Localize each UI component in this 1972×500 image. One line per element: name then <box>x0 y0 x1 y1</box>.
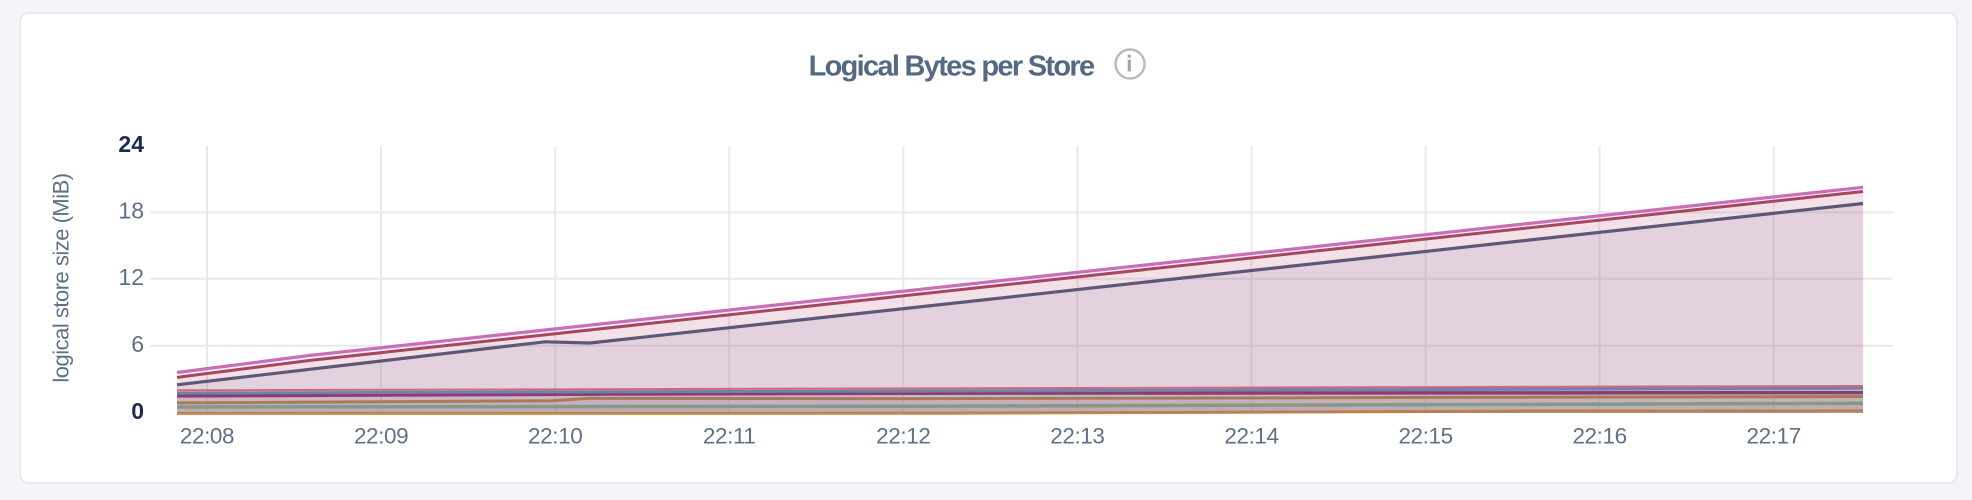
svg-text:logical store size (MiB): logical store size (MiB) <box>49 173 74 382</box>
svg-text:24: 24 <box>118 131 144 157</box>
svg-text:22:10: 22:10 <box>528 423 582 448</box>
svg-text:12: 12 <box>118 264 144 290</box>
svg-text:0: 0 <box>131 398 144 424</box>
svg-text:Logical Bytes per Store: Logical Bytes per Store <box>809 51 1095 83</box>
svg-text:22:12: 22:12 <box>876 423 930 448</box>
svg-text:22:13: 22:13 <box>1050 423 1104 448</box>
svg-text:22:17: 22:17 <box>1747 423 1801 448</box>
svg-text:22:11: 22:11 <box>703 423 756 448</box>
svg-text:6: 6 <box>131 331 144 357</box>
svg-text:22:15: 22:15 <box>1398 423 1452 448</box>
svg-text:22:08: 22:08 <box>180 423 234 448</box>
svg-text:22:09: 22:09 <box>354 423 408 448</box>
svg-text:18: 18 <box>118 198 144 224</box>
svg-text:22:16: 22:16 <box>1572 423 1626 448</box>
svg-text:22:14: 22:14 <box>1224 423 1278 448</box>
